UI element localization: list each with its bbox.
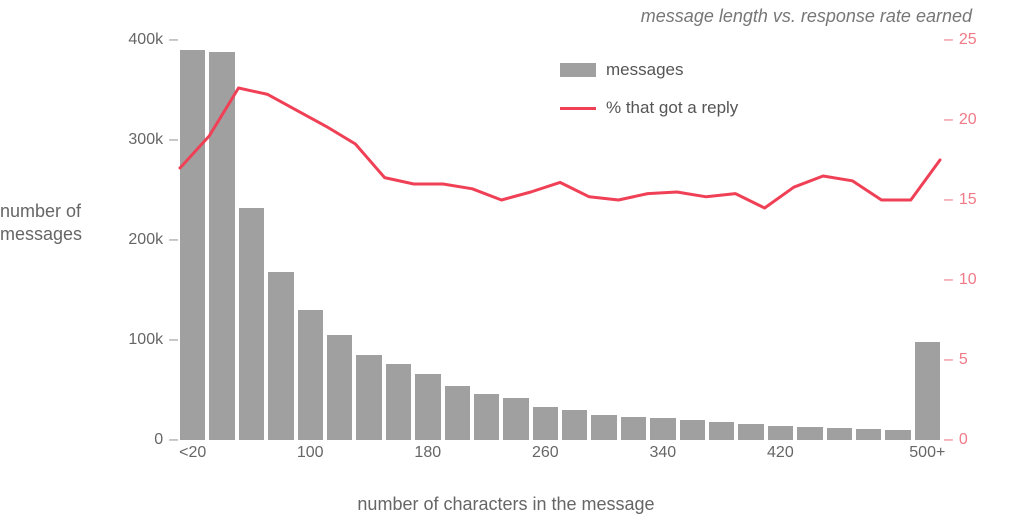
legend: messages % that got a reply — [560, 60, 738, 136]
line-swatch-icon — [560, 107, 596, 110]
y-left-ticks: 0–100k–200k–300k–400k– — [110, 40, 178, 440]
x-tick: 340 — [649, 444, 676, 462]
y-right-tick: –25 — [944, 31, 977, 49]
y-right-ticks: –0–5–10–15–20–25 — [944, 40, 1004, 440]
x-tick: 500+ — [909, 444, 945, 462]
chart-title: message length vs. response rate earned — [641, 6, 972, 27]
x-tick: <20 — [179, 444, 206, 462]
x-tick: 260 — [532, 444, 559, 462]
y-left-tick: 300k– — [128, 131, 178, 149]
y-left-tick: 200k– — [128, 231, 178, 249]
y-right-tick: –0 — [944, 431, 968, 449]
y-left-tick: 400k– — [128, 31, 178, 49]
y-right-tick: –15 — [944, 191, 977, 209]
x-axis-label: number of characters in the message — [0, 494, 1012, 515]
bar-swatch-icon — [560, 63, 596, 77]
legend-item-messages: messages — [560, 60, 738, 80]
legend-label: messages — [606, 60, 683, 80]
y-left-tick: 0– — [154, 431, 178, 449]
y-right-tick: –20 — [944, 111, 977, 129]
x-tick: 100 — [297, 444, 324, 462]
x-tick: 420 — [767, 444, 794, 462]
y-left-tick: 100k– — [128, 331, 178, 349]
y-right-tick: –5 — [944, 351, 968, 369]
legend-item-reply-rate: % that got a reply — [560, 98, 738, 118]
y-left-axis-label: number of messages — [0, 200, 110, 245]
y-right-tick: –10 — [944, 271, 977, 289]
x-ticks: <20100180260340420500+ — [180, 444, 940, 468]
chart-container: message length vs. response rate earned … — [0, 0, 1012, 527]
legend-label: % that got a reply — [606, 98, 738, 118]
x-tick: 180 — [414, 444, 441, 462]
